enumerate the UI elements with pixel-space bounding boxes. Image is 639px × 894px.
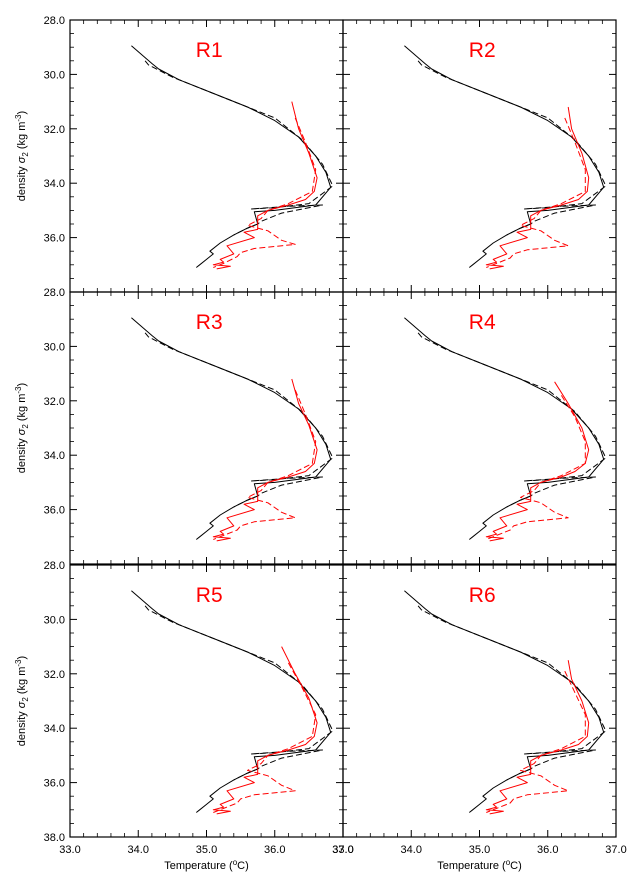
series-line-red-dashed bbox=[486, 117, 586, 268]
panel-R2: R2 bbox=[342, 19, 617, 293]
series-line-red-dashed bbox=[486, 670, 586, 813]
panel-title: R3 bbox=[196, 311, 223, 334]
series-line-red-solid bbox=[485, 381, 590, 542]
y-tick-label: 38.0 bbox=[44, 832, 65, 844]
series-line-black-solid bbox=[131, 590, 332, 813]
y-axis-label: density σ2 (kg m-3) bbox=[14, 656, 30, 746]
series-line-black-dashed bbox=[417, 60, 607, 236]
x-tick-label: 35.0 bbox=[469, 844, 490, 856]
y-tick-label: 34.0 bbox=[44, 178, 65, 190]
y-tick-label: 30.0 bbox=[44, 341, 65, 353]
series-line-black-solid bbox=[404, 317, 605, 540]
series-line-red-solid bbox=[212, 646, 318, 815]
panel-title: R4 bbox=[469, 311, 496, 334]
series-line-black-dashed bbox=[144, 605, 334, 781]
series-line-black-solid bbox=[404, 45, 605, 268]
y-tick-label: 34.0 bbox=[44, 450, 65, 462]
series-line-red-dashed bbox=[213, 117, 317, 268]
series-line-red-dashed bbox=[213, 662, 317, 813]
series-line-black-solid bbox=[404, 590, 605, 813]
x-tick-label: 37.0 bbox=[332, 844, 353, 856]
panel-title: R2 bbox=[469, 39, 496, 62]
series-line-red-solid bbox=[212, 378, 318, 542]
series-line-red-solid bbox=[212, 101, 318, 270]
y-tick-label: 32.0 bbox=[44, 669, 65, 681]
x-tick-label: 33.0 bbox=[332, 844, 353, 856]
x-tick-label: 35.0 bbox=[196, 844, 217, 856]
series-line-black-solid bbox=[131, 317, 332, 540]
y-tick-label: 32.0 bbox=[44, 124, 65, 136]
x-tick-label: 37.0 bbox=[605, 844, 626, 856]
series-line-black-solid bbox=[131, 45, 332, 268]
panel-title: R5 bbox=[196, 584, 223, 607]
series-line-black-dashed bbox=[144, 60, 334, 236]
panel-R6: 33.0 34.0 35.0 36.0 37.0 R6 Temperature (oC) bbox=[332, 564, 627, 872]
y-axis-label: density σ2 (kg m-3) bbox=[14, 383, 30, 473]
y-tick-label: 30.0 bbox=[44, 69, 65, 81]
x-tick-label: 34.0 bbox=[401, 844, 422, 856]
y-tick-label: 28.0 bbox=[44, 560, 65, 572]
series-line-red-dashed bbox=[486, 395, 586, 540]
y-tick-label: 30.0 bbox=[44, 614, 65, 626]
panel-R5: 28.030.032.034.036.038.033.0 34.0 35.0 36.0… bbox=[14, 560, 354, 872]
panel-R3: 28.0 30.0 32.0 34.0 36.0 R3 density σ2 (kg m-3… bbox=[14, 287, 344, 565]
x-tick-label: 36.0 bbox=[264, 844, 285, 856]
x-tick-label: 36.0 bbox=[537, 844, 558, 856]
x-tick-label: 33.0 bbox=[59, 844, 80, 856]
series-line-black-dashed bbox=[417, 605, 607, 781]
series-line-red-solid bbox=[485, 106, 590, 270]
y-tick-label: 34.0 bbox=[44, 723, 65, 735]
series-line-black-dashed bbox=[144, 332, 334, 508]
panel-title: R1 bbox=[196, 39, 223, 62]
x-axis-label: Temperature (oC) bbox=[164, 858, 249, 872]
panel-R1: 28.0 30.0 32.0 34.0 36.0 R1 density σ2 (kg m-3… bbox=[14, 15, 344, 293]
y-tick-label: 32.0 bbox=[44, 396, 65, 408]
y-axis-label: density σ2 (kg m-3) bbox=[14, 111, 30, 201]
series-line-red-dashed bbox=[213, 389, 317, 540]
series-line-black-dashed bbox=[417, 332, 607, 508]
y-tick-label: 36.0 bbox=[44, 778, 65, 790]
y-tick-label: 28.0 bbox=[44, 15, 65, 27]
panel-title: R6 bbox=[469, 584, 496, 607]
x-tick-label: 34.0 bbox=[128, 844, 149, 856]
x-axis-label: Temperature (oC) bbox=[437, 858, 522, 872]
y-tick-label: 28.0 bbox=[44, 287, 65, 299]
panel-R4: R4 bbox=[342, 291, 617, 565]
y-tick-label: 36.0 bbox=[44, 233, 65, 245]
y-tick-label: 36.0 bbox=[44, 505, 65, 517]
series-line-red-solid bbox=[485, 660, 590, 815]
